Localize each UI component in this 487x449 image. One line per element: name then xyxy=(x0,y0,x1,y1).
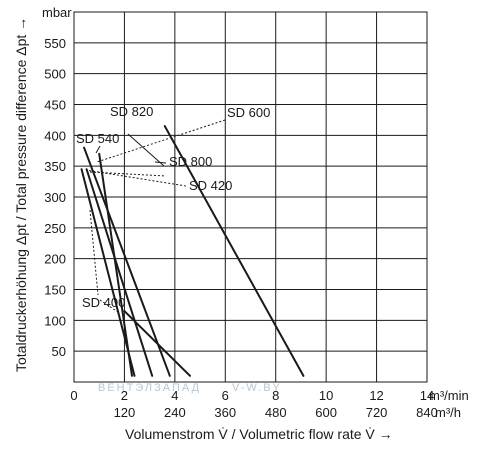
y-tick-label: 450 xyxy=(44,98,66,113)
series-line-sd-820 xyxy=(163,125,305,377)
y-tick-label: 400 xyxy=(44,128,66,143)
x2-tick-label: 120 xyxy=(114,405,136,420)
x-tick-label: 6 xyxy=(222,388,229,403)
x2-tick-label: 240 xyxy=(164,405,186,420)
series-label-sd-400: SD 400 xyxy=(82,295,125,310)
x-tick-label: 10 xyxy=(319,388,333,403)
series-label-sd-420: SD 420 xyxy=(189,178,232,193)
y-tick-label: 150 xyxy=(44,283,66,298)
series-label-sd-600: SD 600 xyxy=(227,105,270,120)
x2-tick-label: 720 xyxy=(366,405,388,420)
x2-tick-labels: 120 240 360 480 600 720 840 xyxy=(114,405,438,420)
x-tick-label: 8 xyxy=(272,388,279,403)
x-tick-labels: 0 2 4 6 8 10 12 14 xyxy=(70,388,434,403)
y-tick-label: 100 xyxy=(44,313,66,328)
y-tick-label: 500 xyxy=(44,67,66,82)
leader-sd-600 xyxy=(96,119,226,163)
x2-tick-label: 840 xyxy=(416,405,438,420)
y-tick-labels: 50 100 150 200 250 300 350 400 450 500 550 xyxy=(44,36,66,359)
series-line-sd-600 xyxy=(80,168,136,377)
x2-tick-label: 480 xyxy=(265,405,287,420)
leader-sd-420 xyxy=(85,169,187,187)
series-line-sd-800 xyxy=(123,310,191,377)
label-leaders xyxy=(85,119,226,313)
y-tick-label: 300 xyxy=(44,190,66,205)
y-axis-title: Totaldruckerhöhung Δpt / Total pressure … xyxy=(13,17,29,372)
watermark-text: ВЕНТЭЛЗАПАД xyxy=(98,382,201,394)
y-tick-label: 350 xyxy=(44,159,66,174)
watermark-url: V-W.BY xyxy=(232,382,282,394)
x-tick-label: 2 xyxy=(121,388,128,403)
x-unit-label: m³/min xyxy=(429,388,469,403)
x-tick-label: 0 xyxy=(70,388,77,403)
series-lines xyxy=(80,125,305,377)
x-tick-label: 14 xyxy=(420,388,434,403)
series-label-sd-540: SD 540 xyxy=(76,131,119,146)
y-tick-label: 550 xyxy=(44,36,66,51)
series-label-sd-800: SD 800 xyxy=(169,154,212,169)
series-line-sd-400 xyxy=(98,152,133,377)
y-tick-label: 250 xyxy=(44,221,66,236)
x2-tick-label: 360 xyxy=(214,405,236,420)
x-tick-label: 4 xyxy=(171,388,178,403)
series-label-sd-820: SD 820 xyxy=(110,104,153,119)
grid xyxy=(74,12,427,382)
leader-sd-400 xyxy=(89,209,99,296)
series-line-sd-420 xyxy=(83,146,171,377)
y-tick-label: 200 xyxy=(44,252,66,267)
x-axis-title: Volumenstrom V̇ / Volumetric flow rate V… xyxy=(125,426,393,442)
leader-sd-800 xyxy=(154,161,167,164)
x2-tick-label: 600 xyxy=(315,405,337,420)
y-unit-label: mbar xyxy=(42,5,72,20)
plot-frame xyxy=(73,11,428,383)
leader-sd-540 xyxy=(95,145,101,154)
x-tick-label: 12 xyxy=(369,388,383,403)
leader-sd-820 xyxy=(127,133,165,167)
x2-unit-label: m³/h xyxy=(435,405,461,420)
y-tick-label: 50 xyxy=(52,344,66,359)
series-line-sd-540 xyxy=(85,168,154,377)
